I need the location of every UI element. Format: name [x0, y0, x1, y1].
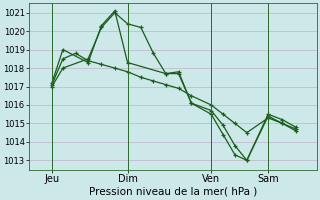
X-axis label: Pression niveau de la mer( hPa ): Pression niveau de la mer( hPa )	[89, 187, 257, 197]
